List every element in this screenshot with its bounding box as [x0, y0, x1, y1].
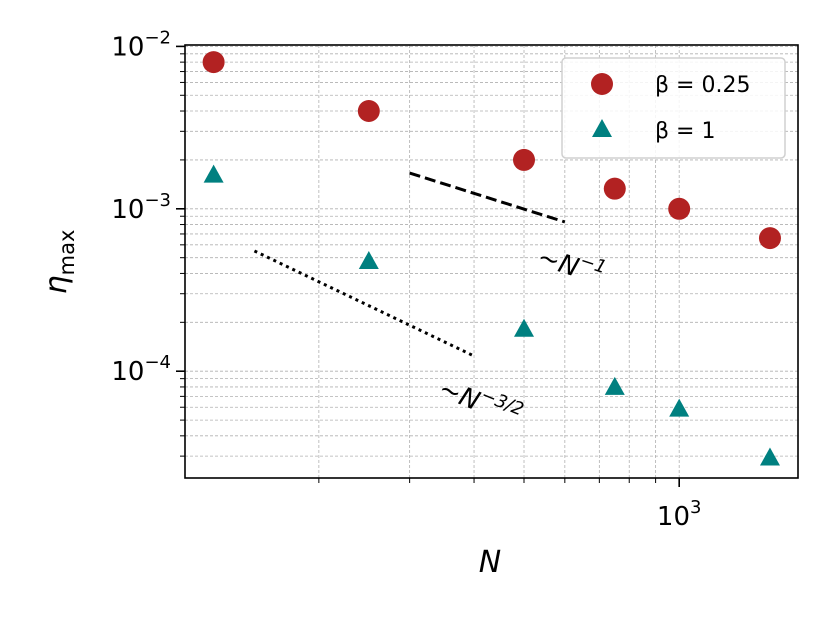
marker-circle: [591, 73, 613, 95]
x-tick-label-exponent: 3: [690, 497, 701, 518]
y-tick-label-exponent: −4: [144, 352, 171, 373]
y-tick-label-exponent: −3: [144, 190, 171, 211]
marker-triangle: [669, 398, 690, 417]
y-tick-label-exponent: −2: [144, 27, 171, 48]
annotation-text: ~N: [534, 242, 582, 283]
annotation-text: ~N: [434, 374, 483, 417]
x-tick-label: 103: [657, 497, 702, 532]
y-tick-label: 10−4: [111, 352, 171, 387]
annotation-exponent: −3/2: [478, 384, 527, 420]
y-axis-label-main: η: [39, 275, 74, 294]
marks: [202, 51, 781, 466]
y-tick-label-base: 10: [111, 357, 144, 387]
x-axis-label: N: [479, 545, 501, 580]
marker-circle: [668, 197, 691, 220]
marker-circle: [202, 51, 225, 74]
legend-frame: [561, 57, 786, 159]
y-tick-label-base: 10: [111, 195, 144, 225]
marker-circle: [513, 148, 536, 171]
x-tick-label-base: 10: [657, 502, 690, 532]
reference-line: [409, 171, 566, 224]
marker-triangle: [604, 376, 625, 395]
marker-triangle: [759, 447, 780, 466]
marker-triangle: [358, 251, 379, 270]
annotation-exponent: −1: [577, 250, 609, 278]
legend-label: β = 0.25: [655, 73, 750, 98]
y-tick-label: 10−3: [111, 190, 171, 225]
y-axis-label: ηmax: [39, 230, 79, 295]
marker-triangle: [592, 119, 612, 137]
y-axis-label-sub: max: [55, 230, 79, 276]
annotation: ~N−1: [534, 237, 609, 291]
marker-triangle: [203, 164, 224, 183]
marker-circle: [758, 227, 781, 250]
y-tick-label: 10−2: [111, 27, 171, 62]
marker-circle: [357, 100, 380, 123]
legend: β = 0.25 β = 1: [561, 57, 786, 159]
plot-frame: [184, 44, 799, 479]
reference-line: [253, 249, 475, 358]
y-tick-label-base: 10: [111, 32, 144, 62]
legend-label: β = 1: [655, 119, 715, 144]
marker-triangle: [514, 318, 535, 337]
marker-circle: [603, 177, 626, 200]
